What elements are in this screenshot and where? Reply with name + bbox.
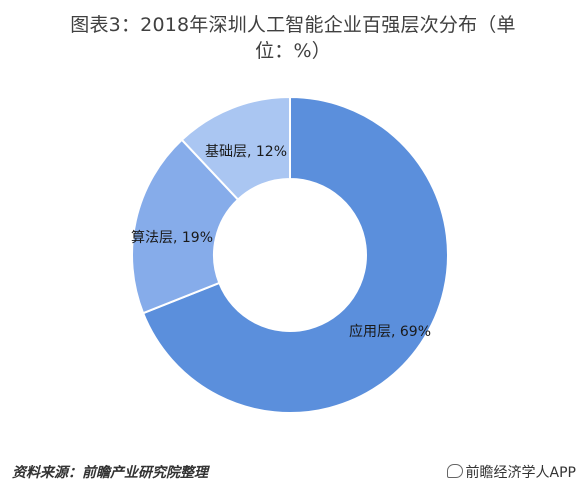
slice-label-2: 算法层, 19% (131, 230, 213, 246)
donut-slice-3 (180, 95, 291, 202)
slice-label-3: 基础层, 12% (205, 143, 287, 160)
chart-title-line-2: 位：%） (255, 40, 331, 62)
slice-label-1: 应用层, 69% (349, 323, 431, 340)
chart-title-line-1: 图表3：2018年深圳人工智能企业百强层次分布（单 (70, 14, 516, 36)
donut-labels: 应用层, 69% 算法层, 19% 基础层, 12% (131, 143, 431, 340)
source-note: 资料来源：前瞻产业研究院整理 (12, 465, 208, 481)
donut-slices (131, 95, 449, 414)
chat-bubble-icon (446, 464, 463, 478)
chart-title: 图表3：2018年深圳人工智能企业百强层次分布（单 位：%） (0, 12, 586, 64)
donut-slice-1 (141, 95, 449, 414)
brand-mark: 前瞻经济学人APP (446, 462, 576, 482)
brand-name: 前瞻经济学人APP (465, 465, 576, 481)
donut-slice-2 (131, 138, 240, 315)
